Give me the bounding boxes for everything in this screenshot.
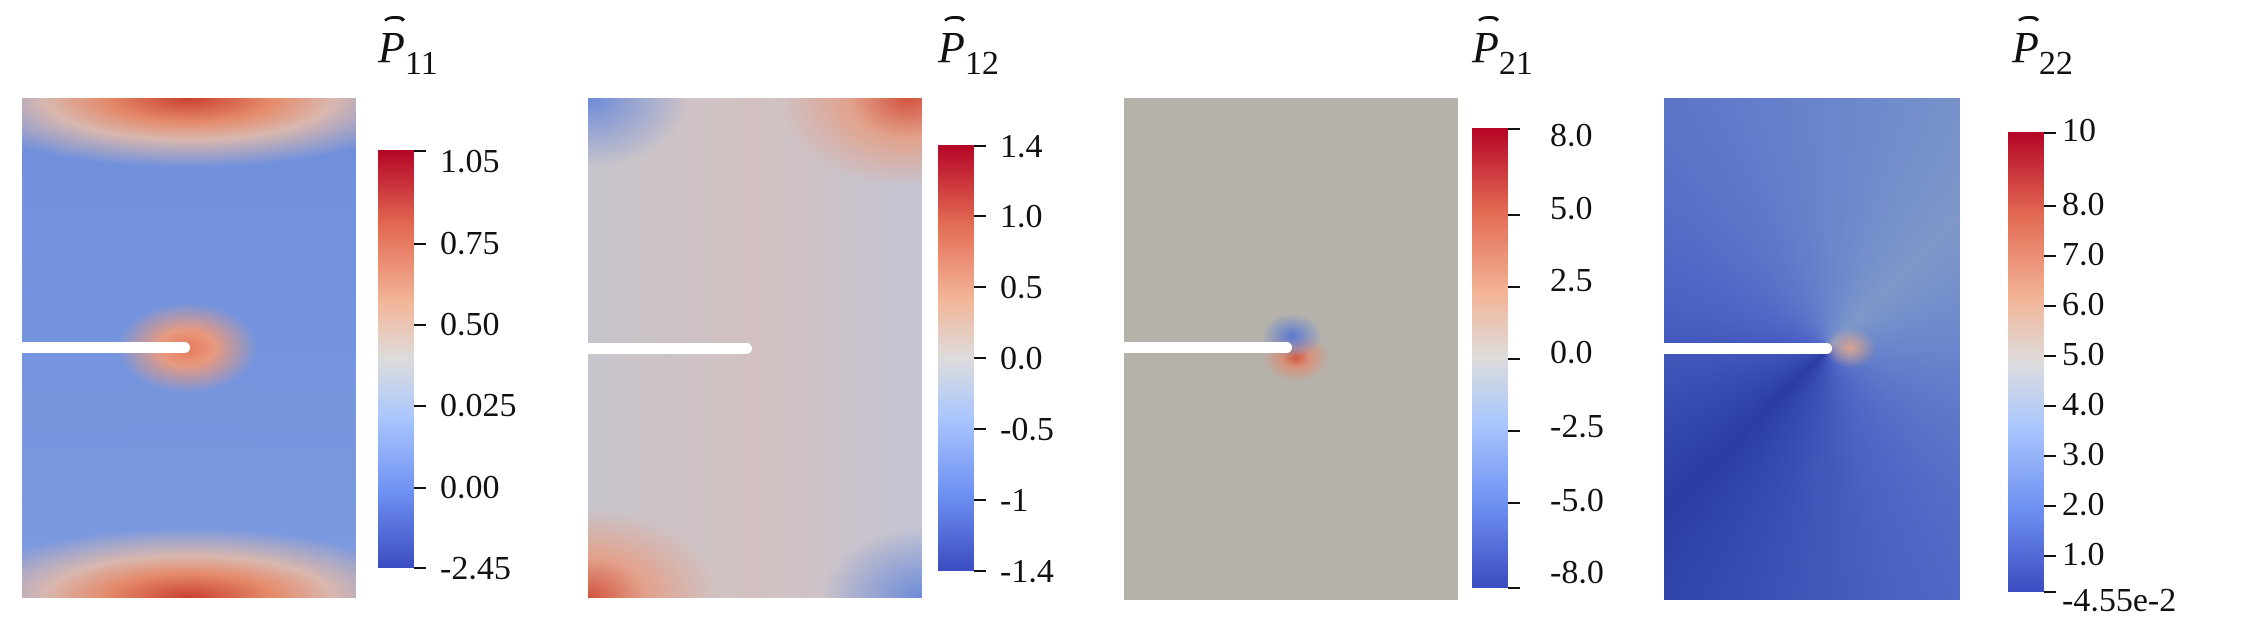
colorbar-tick xyxy=(1508,128,1520,130)
colorbar-label: 8.0 xyxy=(1550,117,1593,154)
crack xyxy=(1124,342,1292,353)
colorbar-tick xyxy=(2044,305,2056,307)
colorbar-tick xyxy=(974,286,986,288)
symbol: P xyxy=(938,23,965,72)
subscript: 21 xyxy=(1498,45,1533,82)
colorbar-label: 5.0 xyxy=(2062,336,2105,373)
panel-title: P22 xyxy=(2012,22,2073,83)
colorbar-label: -4.55e-2 xyxy=(2062,582,2177,619)
colorbar-label: 5.0 xyxy=(1550,190,1593,227)
colorbar-tick xyxy=(2044,505,2056,507)
panel-title: P21 xyxy=(1472,22,1533,83)
colorbar-label: 8.0 xyxy=(2062,186,2105,223)
colorbar-label: 1.05 xyxy=(440,143,500,180)
colorbar-tick xyxy=(2044,355,2056,357)
colorbar-label: 0.025 xyxy=(440,387,517,424)
colorbar-tick xyxy=(414,324,426,326)
colorbar-tick xyxy=(2044,255,2056,257)
colorbar-tick xyxy=(974,428,986,430)
crack xyxy=(22,342,190,353)
symbol: P xyxy=(378,23,405,72)
colorbar-label: 0.5 xyxy=(1000,269,1043,306)
colorbar-tick xyxy=(2044,132,2056,134)
colorbar-label: 7.0 xyxy=(2062,236,2105,273)
colorbar-tick xyxy=(414,567,426,569)
colorbar-tick xyxy=(2044,205,2056,207)
colorbar-label: 0.0 xyxy=(1550,334,1593,371)
subscript: 11 xyxy=(404,45,438,82)
field-plot-p11 xyxy=(22,98,356,598)
colorbar-tick xyxy=(1508,214,1520,216)
colorbar-tick xyxy=(974,570,986,572)
colorbar-label: 4.0 xyxy=(2062,386,2105,423)
colorbar-tick xyxy=(2044,455,2056,457)
colorbar xyxy=(2008,132,2044,592)
colorbar-tick xyxy=(1508,286,1520,288)
symbol: P xyxy=(2012,23,2039,72)
subscript: 12 xyxy=(964,45,999,82)
colorbar-tick xyxy=(1508,430,1520,432)
colorbar xyxy=(938,145,974,571)
colorbar-tick xyxy=(414,243,426,245)
colorbar-tick xyxy=(414,487,426,489)
colorbar xyxy=(1472,128,1508,588)
colorbar-label: -8.0 xyxy=(1550,554,1604,591)
colorbar-label: 3.0 xyxy=(2062,436,2105,473)
colorbar-tick xyxy=(974,145,986,147)
field-plot-p21 xyxy=(1124,98,1458,600)
colorbar-label: 0.0 xyxy=(1000,340,1043,377)
colorbar-tick xyxy=(1508,502,1520,504)
colorbar-label: 6.0 xyxy=(2062,286,2105,323)
colorbar-label: -1.4 xyxy=(1000,553,1054,590)
panel-p22: P22 10 8.0 7.0 6.0 5.0 4.0 3.0 2.0 1.0 -… xyxy=(1660,0,2249,636)
colorbar-label: 1.4 xyxy=(1000,128,1043,165)
panel-p12: P12 1.4 1.0 0.5 0.0 -0.5 -1 -1.4 xyxy=(560,0,1120,636)
colorbar-label: 2.5 xyxy=(1550,262,1593,299)
colorbar-label: -2.45 xyxy=(440,550,511,587)
colorbar-label: 0.00 xyxy=(440,469,500,506)
panel-title: P12 xyxy=(938,22,999,83)
colorbar-tick xyxy=(974,499,986,501)
colorbar-label: -0.5 xyxy=(1000,411,1054,448)
colorbar-label: -5.0 xyxy=(1550,482,1604,519)
colorbar-label: 0.75 xyxy=(440,225,500,262)
colorbar-label: -1 xyxy=(1000,482,1029,519)
field-plot-p22 xyxy=(1664,98,1960,600)
colorbar-tick xyxy=(974,215,986,217)
colorbar-label: 1.0 xyxy=(1000,198,1043,235)
colorbar-tick xyxy=(2044,405,2056,407)
colorbar-tick xyxy=(1508,358,1520,360)
symbol: P xyxy=(1472,23,1499,72)
colorbar-tick xyxy=(1508,587,1520,589)
panel-p21: P21 8.0 5.0 2.5 0.0 -2.5 -5.0 -8.0 xyxy=(1120,0,1660,636)
colorbar-label: -2.5 xyxy=(1550,408,1604,445)
colorbar-tick xyxy=(2044,555,2056,557)
colorbar xyxy=(378,150,414,568)
field-plot-p12 xyxy=(588,98,922,598)
colorbar-label: 10 xyxy=(2062,112,2096,149)
subscript: 22 xyxy=(2038,45,2073,82)
crack xyxy=(1664,343,1832,354)
colorbar-tick xyxy=(414,405,426,407)
colorbar-tick xyxy=(414,150,426,152)
colorbar-label: 2.0 xyxy=(2062,486,2105,523)
panel-p11: P11 1.05 0.75 0.50 0.025 0.00 -2.45 xyxy=(0,0,560,636)
crack xyxy=(588,343,752,354)
panel-title: P11 xyxy=(378,22,438,83)
colorbar-tick xyxy=(974,357,986,359)
colorbar-label: 1.0 xyxy=(2062,536,2105,573)
colorbar-tick xyxy=(2044,591,2056,593)
colorbar-label: 0.50 xyxy=(440,306,500,343)
